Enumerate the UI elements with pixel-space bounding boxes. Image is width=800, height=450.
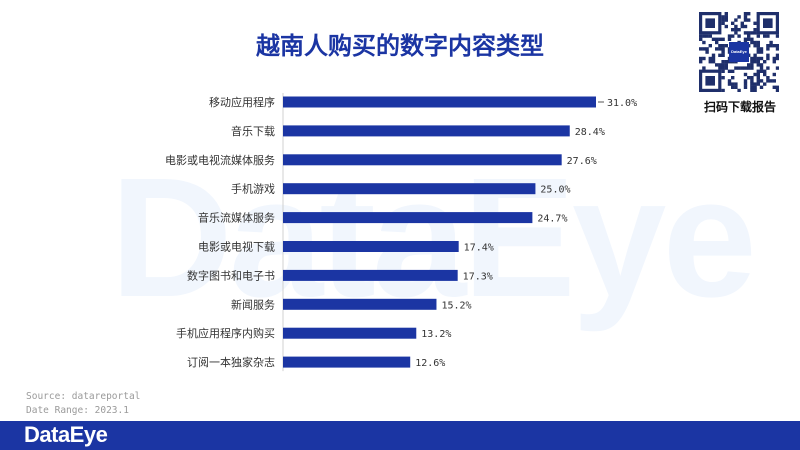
category-label: 手机应用程序内购买 [176,326,275,340]
qr-caption: 扫码下载报告 [703,100,776,114]
footer-bar: DataEye [0,421,800,450]
value-label: 31.0% [607,98,637,109]
category-label: 新闻服务 [231,297,275,311]
source-line: Source: datareportal [26,391,141,402]
value-label: 17.4% [464,243,494,254]
bar [283,327,417,339]
bar [283,96,596,108]
source-note: Source: datareportal Date Range: 2023.1 [26,390,140,418]
value-label: 25.0% [540,185,570,196]
category-label: 订阅一本独家杂志 [187,355,275,369]
category-label: 电影或电视下载 [198,240,275,254]
value-label: 12.6% [415,358,445,369]
value-label: 17.3% [463,271,493,282]
bar [283,298,437,310]
bar [283,356,411,368]
footer-logo: DataEye [24,422,108,447]
category-label: 电影或电视流媒体服务 [165,153,275,167]
bar [283,212,533,224]
category-label: 数字图书和电子书 [187,268,275,282]
bar [283,125,570,137]
value-label: 28.4% [575,127,605,138]
value-label: 13.2% [421,329,451,340]
value-label: 15.2% [441,300,471,311]
date-range-line: Date Range: 2023.1 [26,405,129,416]
bar [283,269,458,281]
value-label: 24.7% [537,214,567,225]
chart-title: 越南人购买的数字内容类型 [256,32,544,60]
qr-code[interactable]: DataEye [699,12,780,93]
bar [283,183,536,195]
category-label: 手机游戏 [231,182,275,196]
qr-center-logo: DataEye [729,42,749,62]
category-label: 音乐下载 [231,124,275,138]
bar [283,241,459,252]
bar [283,154,562,166]
value-label: 27.6% [567,156,597,167]
qr-code-image [699,12,780,93]
category-label: 移动应用程序 [209,95,275,109]
category-label: 音乐流媒体服务 [198,211,275,225]
